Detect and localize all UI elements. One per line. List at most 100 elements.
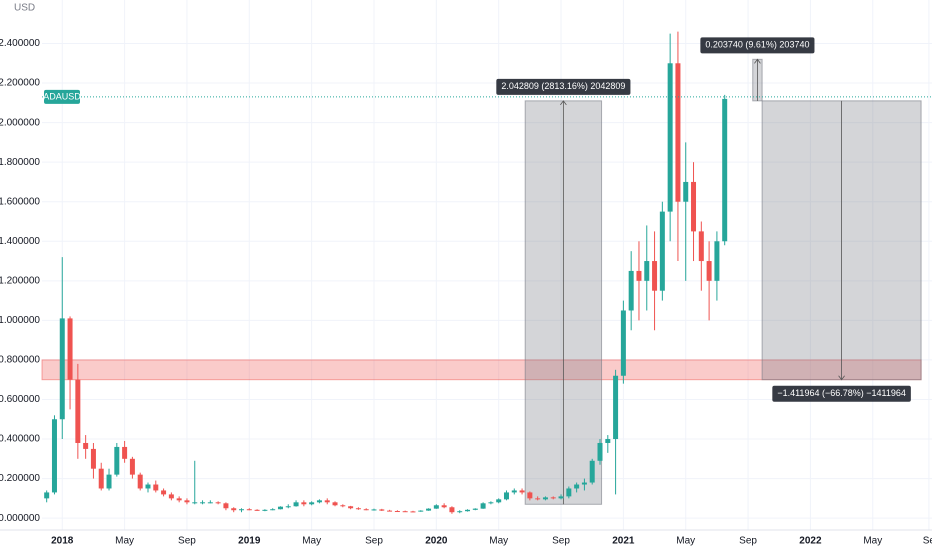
candle-body — [44, 492, 50, 499]
x-tick-label: Se — [923, 536, 932, 547]
candle-body — [581, 482, 587, 485]
candle-body — [433, 505, 439, 509]
y-tick-label: 2.400000 — [0, 38, 40, 49]
candle-body — [605, 439, 611, 443]
candle-body — [387, 510, 393, 512]
candle-body — [644, 261, 650, 281]
candle-body — [675, 63, 681, 202]
candle-body — [129, 458, 135, 475]
candle-body — [542, 497, 548, 500]
candle-body — [426, 508, 432, 511]
candle-body — [706, 261, 712, 281]
candle-body — [496, 499, 502, 503]
currency-label: USD — [14, 3, 35, 14]
measure-label: 2.042809 (2813.16%) 2042809 — [501, 81, 625, 91]
candle-body — [332, 502, 338, 506]
candle-body — [371, 509, 377, 511]
candle-body — [698, 231, 704, 262]
candle-body — [223, 503, 229, 509]
y-tick-label: 1.400000 — [0, 236, 40, 247]
candle-body — [215, 502, 221, 504]
y-tick-label: 2.200000 — [0, 78, 40, 89]
candle-body — [613, 375, 619, 440]
candle-body — [90, 448, 96, 469]
x-tick-label: Sep — [552, 536, 570, 547]
x-tick-label: 2020 — [425, 536, 448, 547]
candle-body — [449, 507, 455, 513]
candle-body — [309, 502, 315, 505]
candle-body — [106, 474, 112, 489]
candle-body — [472, 508, 478, 510]
x-tick-label: May — [676, 536, 695, 547]
x-tick-label: May — [489, 536, 508, 547]
candle-body — [75, 379, 81, 443]
candle-body — [465, 509, 471, 512]
measure-arrowhead — [754, 58, 761, 64]
candle-body — [566, 488, 572, 497]
candle-body — [683, 181, 689, 202]
candle-body — [239, 509, 245, 511]
candle-body — [192, 502, 198, 504]
candle-body — [277, 506, 283, 510]
candle-body — [620, 310, 626, 376]
measure-arrowhead — [560, 100, 567, 106]
y-tick-label: 1.000000 — [0, 315, 40, 326]
x-tick-label: May — [302, 536, 321, 547]
candle-body — [67, 318, 73, 380]
candle-body — [511, 490, 517, 493]
candle-body — [410, 511, 416, 513]
candle-body — [394, 511, 400, 513]
candle-body — [488, 502, 494, 504]
candle-body — [137, 474, 143, 489]
candle-body — [51, 419, 57, 493]
candle-body — [402, 511, 408, 513]
candle-body — [153, 484, 159, 491]
candle-body — [667, 63, 673, 212]
y-tick-label: 0.600000 — [0, 394, 40, 405]
candle-body — [355, 508, 361, 510]
y-tick-label: 2.000000 — [0, 117, 40, 128]
candle-body — [161, 490, 167, 495]
candle-body — [340, 505, 346, 507]
y-tick-label: 0.000000 — [0, 513, 40, 524]
measure-label: 0.203740 (9.61%) 203740 — [705, 40, 809, 50]
candle-body — [270, 509, 276, 511]
candle-body — [363, 509, 369, 511]
candle-body — [262, 509, 268, 511]
candle-body — [503, 492, 509, 500]
candle-body — [293, 502, 299, 507]
x-tick-label: 2018 — [51, 536, 74, 547]
candle-body — [652, 261, 658, 291]
candle-body — [145, 484, 151, 489]
y-tick-label: 0.400000 — [0, 434, 40, 445]
candle-body — [527, 492, 533, 499]
candle-body — [200, 502, 206, 504]
x-tick-label: May — [115, 536, 134, 547]
candle-body — [348, 506, 354, 509]
y-tick-label: 0.800000 — [0, 355, 40, 366]
y-tick-label: 1.800000 — [0, 157, 40, 168]
candle-body — [535, 498, 541, 500]
x-tick-label: 2021 — [612, 536, 635, 547]
candle-body — [722, 98, 728, 242]
candle-body — [659, 211, 665, 291]
candle-body — [574, 484, 580, 489]
candle-body — [714, 241, 720, 281]
candle-body — [316, 500, 322, 503]
candle-body — [301, 502, 307, 505]
candle-body — [550, 497, 556, 499]
y-tick-label: 1.200000 — [0, 275, 40, 286]
candle-body — [122, 446, 128, 459]
candle-body — [379, 509, 385, 511]
x-tick-label: Sep — [739, 536, 757, 547]
candle-body — [628, 270, 634, 311]
x-tick-label: Sep — [365, 536, 383, 547]
measure-label-bg — [700, 37, 815, 54]
measure-label: −1.411964 (−66.78%) −1411964 — [777, 388, 906, 398]
candle-body — [519, 490, 525, 493]
candle-body — [83, 442, 89, 449]
measure-arrowhead — [838, 375, 845, 381]
candle-body — [480, 503, 486, 509]
